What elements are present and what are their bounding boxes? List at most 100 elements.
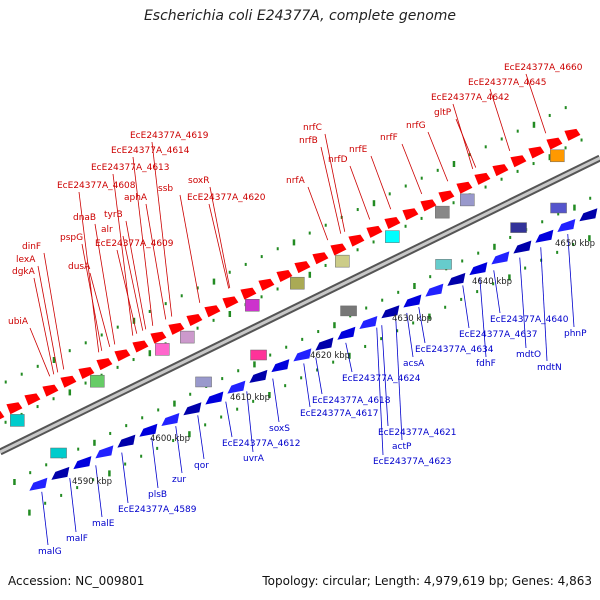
tick-mark — [348, 352, 351, 359]
scale-label: 4630 kbp — [392, 314, 432, 324]
reverse-gene-label[interactable]: qor — [194, 461, 209, 471]
forward-gene-label[interactable]: aphA — [124, 193, 148, 203]
reverse-gene-label[interactable]: EcE24377A_4640 — [490, 315, 569, 325]
reverse-gene-label[interactable]: soxS — [269, 424, 290, 434]
reverse-gene-block — [139, 423, 158, 437]
reverse-gene-label[interactable]: EcE24377A_4589 — [118, 505, 197, 515]
reverse-gene-label[interactable]: EcE24377A_4623 — [373, 457, 452, 467]
reverse-gene-label[interactable]: plsB — [148, 490, 167, 500]
forward-gene-label[interactable]: ssb — [158, 184, 173, 194]
tick-mark — [532, 121, 536, 128]
forward-label-leader — [179, 194, 201, 303]
forward-gene-label[interactable]: nrfF — [380, 133, 398, 143]
reverse-gene-label[interactable]: malE — [92, 519, 115, 529]
operon-block — [550, 202, 567, 214]
forward-gene-block — [78, 366, 95, 379]
tick-mark — [77, 447, 80, 451]
tick-mark — [13, 479, 16, 485]
operon-block — [90, 374, 105, 388]
forward-label-leader — [37, 265, 59, 373]
reverse-gene-label[interactable]: EcE24377A_4618 — [312, 396, 391, 406]
forward-gene-label[interactable]: pspG — [60, 233, 83, 243]
tick-mark — [333, 322, 336, 329]
forward-gene-label[interactable]: dusA — [68, 262, 91, 272]
genome-backbone — [0, 154, 600, 456]
tick-mark — [356, 248, 359, 252]
operon-block — [340, 305, 357, 317]
forward-gene-label[interactable]: nrfD — [328, 155, 348, 165]
forward-gene-label[interactable]: EcE24377A_4642 — [431, 93, 510, 103]
forward-gene-label[interactable]: EcE24377A_4614 — [111, 146, 190, 156]
reverse-gene-label[interactable]: malG — [38, 547, 62, 557]
tick-mark — [212, 278, 216, 285]
forward-gene-label[interactable]: nrfC — [303, 123, 322, 133]
tick-mark — [436, 168, 439, 172]
forward-gene-label[interactable]: soxR — [188, 176, 210, 186]
tick-mark — [84, 341, 87, 345]
tick-mark — [156, 446, 159, 450]
reverse-gene-block — [227, 380, 246, 394]
forward-gene-label[interactable]: EcE24377A_4660 — [504, 63, 583, 73]
forward-gene-label[interactable]: EcE24377A_4620 — [187, 193, 266, 203]
reverse-gene-label[interactable]: EcE24377A_4624 — [342, 374, 421, 384]
tick-mark — [84, 381, 87, 385]
reverse-gene-block — [403, 294, 422, 308]
forward-gene-label[interactable]: EcE24377A_4613 — [91, 163, 170, 173]
forward-gene-label[interactable]: nrfG — [406, 121, 426, 131]
reverse-gene-label[interactable]: acsA — [403, 359, 425, 369]
reverse-gene-block — [469, 262, 488, 276]
tick-mark — [44, 501, 47, 505]
reverse-gene-label[interactable]: EcE24377A_4637 — [459, 330, 538, 340]
reverse-gene-label[interactable]: mdtN — [537, 363, 562, 373]
tick-mark — [500, 177, 503, 181]
reverse-gene-label[interactable]: fdhF — [476, 359, 496, 369]
tick-mark — [100, 333, 103, 337]
forward-gene-label[interactable]: nrfA — [286, 176, 306, 186]
forward-gene-label[interactable]: dnaB — [73, 213, 96, 223]
tick-mark — [4, 380, 7, 384]
forward-gene-label[interactable]: dinF — [22, 242, 41, 252]
forward-label-leader — [78, 191, 100, 353]
reverse-gene-block — [535, 229, 554, 243]
reverse-gene-label[interactable]: EcE24377A_4617 — [300, 409, 379, 419]
operon-block — [435, 205, 450, 219]
operon-block — [290, 276, 305, 290]
reverse-gene-label[interactable]: malF — [66, 534, 88, 544]
forward-gene-label[interactable]: EcE24377A_4645 — [468, 78, 547, 88]
reverse-gene-label[interactable]: actP — [392, 442, 412, 452]
reverse-gene-label[interactable]: EcE24377A_4634 — [415, 345, 494, 355]
forward-gene-block — [96, 358, 113, 371]
reverse-gene-label[interactable]: phnP — [564, 329, 587, 339]
forward-gene-label[interactable]: dgkA — [12, 267, 36, 277]
reverse-gene-label[interactable]: EcE24377A_4612 — [222, 439, 301, 449]
forward-gene-label[interactable]: EcE24377A_4609 — [95, 239, 174, 249]
tick-mark — [260, 255, 263, 259]
tick-mark — [548, 154, 552, 161]
reverse-label-leader — [376, 327, 384, 456]
forward-gene-block — [348, 234, 365, 247]
reverse-gene-label[interactable]: zur — [172, 475, 186, 485]
forward-gene-label[interactable]: EcE24377A_4608 — [57, 181, 136, 191]
forward-label-leader — [43, 252, 65, 370]
forward-gene-label[interactable]: alr — [101, 225, 113, 235]
forward-gene-label[interactable]: tyrB — [104, 210, 123, 220]
feature-blocks — [0, 128, 598, 491]
reverse-label-leader — [381, 325, 389, 427]
forward-gene-label[interactable]: lexA — [16, 255, 36, 265]
forward-gene-label[interactable]: nrfE — [349, 145, 368, 155]
tick-mark — [461, 259, 464, 263]
forward-gene-block — [276, 269, 293, 282]
tick-mark — [588, 235, 591, 242]
reverse-gene-label[interactable]: mdtO — [516, 350, 541, 360]
forward-label-leader — [427, 131, 449, 182]
forward-gene-label[interactable]: ubiA — [8, 317, 29, 327]
reverse-gene-label[interactable]: uvrA — [243, 454, 265, 464]
forward-gene-label[interactable]: gltP — [434, 108, 452, 118]
reverse-gene-label[interactable]: EcE24377A_4621 — [378, 428, 457, 438]
tick-mark — [573, 204, 576, 211]
tick-mark — [388, 192, 391, 196]
forward-gene-block — [42, 384, 59, 397]
forward-gene-label[interactable]: EcE24377A_4619 — [130, 131, 209, 141]
forward-gene-label[interactable]: nrfB — [299, 136, 318, 146]
